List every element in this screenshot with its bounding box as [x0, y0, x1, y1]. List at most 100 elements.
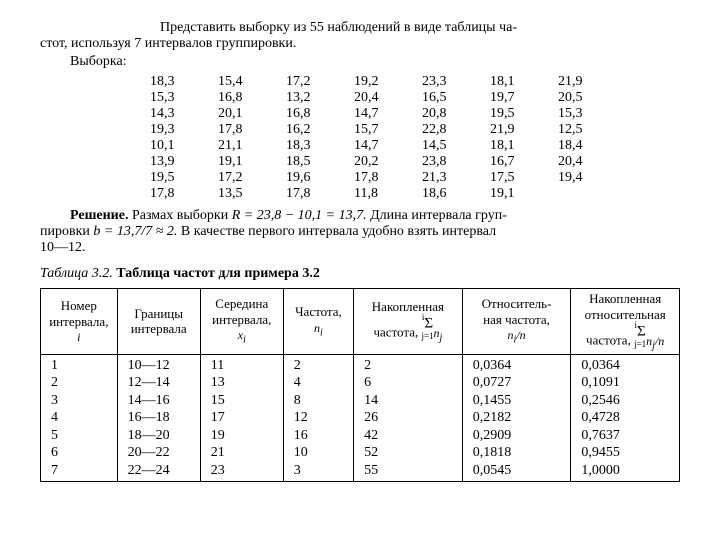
sample-cell: 17,8 [150, 186, 218, 202]
freq-cell: 6 [364, 374, 458, 392]
freq-col-2: 10—1212—1414—1616—1818—2020—2222—24 [117, 354, 200, 482]
sample-cell: 21,1 [218, 138, 286, 154]
sample-cell: 20,8 [422, 106, 490, 122]
table-caption: Таблица 3.2. Таблица частот для примера … [40, 266, 680, 282]
freq-header-1: Номер интервала, i [41, 289, 118, 355]
freq-cell: 6 [51, 444, 113, 462]
sample-cell [558, 186, 626, 202]
sample-cell: 17,8 [286, 186, 354, 202]
freq-cell: 0,2546 [581, 392, 675, 410]
sample-cell: 19,4 [558, 170, 626, 186]
freq-cell: 0,7637 [581, 427, 675, 445]
freq-header-4: Частота, ni [283, 289, 353, 355]
freq-cell: 23 [211, 462, 279, 480]
sample-cell: 14,7 [354, 106, 422, 122]
solution-text-3: 10—12. [40, 240, 680, 256]
freq-cell: 11 [211, 357, 279, 375]
freq-col-4: 2481216103 [283, 354, 353, 482]
freq-col-5: 261426425255 [354, 354, 463, 482]
sample-cell: 18,6 [422, 186, 490, 202]
freq-cell: 4 [294, 374, 349, 392]
solution-block: Решение. Размах выборки R = 23,8 − 10,1 … [40, 208, 680, 256]
freq-col-1: 1234567 [41, 354, 118, 482]
freq-cell: 20—22 [128, 444, 196, 462]
intro-line-2: стот, используя 7 интервалов группировки… [40, 36, 680, 52]
freq-cell: 14 [364, 392, 458, 410]
sample-cell: 16,8 [286, 106, 354, 122]
freq-cell: 0,1091 [581, 374, 675, 392]
solution-eq-2: b = 13,7/7 ≈ 2. [93, 224, 177, 239]
sample-cell: 17,2 [218, 170, 286, 186]
freq-cell: 22—24 [128, 462, 196, 480]
freq-cell: 7 [51, 462, 113, 480]
freq-cell: 12 [294, 409, 349, 427]
sample-cell: 19,7 [490, 90, 558, 106]
caption-title: Таблица частот для примера 3.2 [116, 266, 320, 281]
sample-cell: 15,7 [354, 122, 422, 138]
sample-cell: 18,5 [286, 154, 354, 170]
sample-cell: 14,7 [354, 138, 422, 154]
freq-cell: 19 [211, 427, 279, 445]
freq-cell: 0,0364 [473, 357, 567, 375]
solution-label: Решение. [70, 208, 128, 223]
sample-cell: 13,9 [150, 154, 218, 170]
freq-cell: 0,4728 [581, 409, 675, 427]
freq-cell: 2 [364, 357, 458, 375]
sample-cell: 17,2 [286, 74, 354, 90]
sample-cell: 19,3 [150, 122, 218, 138]
freq-cell: 2 [51, 374, 113, 392]
sample-cell: 13,5 [218, 186, 286, 202]
freq-header-6: Относитель- ная частота, ni/n [462, 289, 571, 355]
sample-cell: 15,3 [558, 106, 626, 122]
freq-cell: 55 [364, 462, 458, 480]
sample-cell: 17,8 [354, 170, 422, 186]
sample-cell: 19,2 [354, 74, 422, 90]
sample-cell: 19,5 [150, 170, 218, 186]
sample-cell: 15,3 [150, 90, 218, 106]
frequency-table: Номер интервала, i Границы интервала Сер… [40, 288, 680, 482]
sample-cell: 20,4 [558, 154, 626, 170]
sample-cell: 14,3 [150, 106, 218, 122]
sample-cell: 21,9 [490, 122, 558, 138]
sample-cell: 20,4 [354, 90, 422, 106]
freq-cell: 0,2182 [473, 409, 567, 427]
freq-cell: 21 [211, 444, 279, 462]
caption-prefix: Таблица 3.2. [40, 266, 116, 281]
freq-cell: 15 [211, 392, 279, 410]
sample-cell: 17,5 [490, 170, 558, 186]
freq-cell: 10 [294, 444, 349, 462]
sample-cell: 19,6 [286, 170, 354, 186]
freq-header-3: Середина интервала, xi [200, 289, 283, 355]
freq-cell: 0,2909 [473, 427, 567, 445]
solution-text-2: пировки [40, 224, 93, 239]
freq-cell: 0,0727 [473, 374, 567, 392]
sample-cell: 21,3 [422, 170, 490, 186]
freq-cell: 0,0364 [581, 357, 675, 375]
sample-cell: 20,1 [218, 106, 286, 122]
solution-eq-1: R = 23,8 − 10,1 = 13,7. [232, 208, 367, 223]
sample-cell: 19,1 [218, 154, 286, 170]
freq-cell: 2 [294, 357, 349, 375]
freq-cell: 18—20 [128, 427, 196, 445]
sample-cell: 18,3 [150, 74, 218, 90]
freq-cell: 1,0000 [581, 462, 675, 480]
sample-cell: 20,5 [558, 90, 626, 106]
sample-cell: 16,5 [422, 90, 490, 106]
freq-cell: 0,1455 [473, 392, 567, 410]
sample-cell: 16,2 [286, 122, 354, 138]
freq-cell: 14—16 [128, 392, 196, 410]
sample-cell: 18,3 [286, 138, 354, 154]
sample-cell: 17,8 [218, 122, 286, 138]
freq-header-5: Накопленная частота, iΣ j=1 nj [354, 289, 463, 355]
freq-header-2: Границы интервала [117, 289, 200, 355]
sample-cell: 18,1 [490, 74, 558, 90]
sample-cell: 20,2 [354, 154, 422, 170]
intro-line-1: Представить выборку из 55 наблюдений в в… [40, 20, 680, 36]
sample-cell: 19,5 [490, 106, 558, 122]
sample-cell: 16,7 [490, 154, 558, 170]
freq-cell: 0,9455 [581, 444, 675, 462]
sigma-icon: iΣ j=1 [634, 322, 646, 347]
sample-cell: 11,8 [354, 186, 422, 202]
freq-cell: 0,0545 [473, 462, 567, 480]
freq-cell: 13 [211, 374, 279, 392]
